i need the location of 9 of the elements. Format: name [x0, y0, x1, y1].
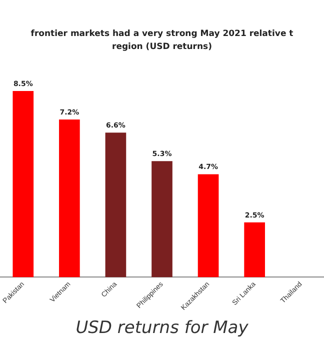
chart-title: frontier markets had a very strong May 2021 relative t	[30, 28, 294, 41]
bar	[59, 119, 80, 278]
bar	[244, 222, 265, 278]
text: USD returns for May	[74, 318, 250, 338]
bar	[152, 161, 172, 278]
bar	[105, 132, 126, 278]
bar	[12, 90, 34, 278]
chart-subtitle: region (USD returns)	[111, 41, 213, 54]
bar	[198, 174, 219, 278]
